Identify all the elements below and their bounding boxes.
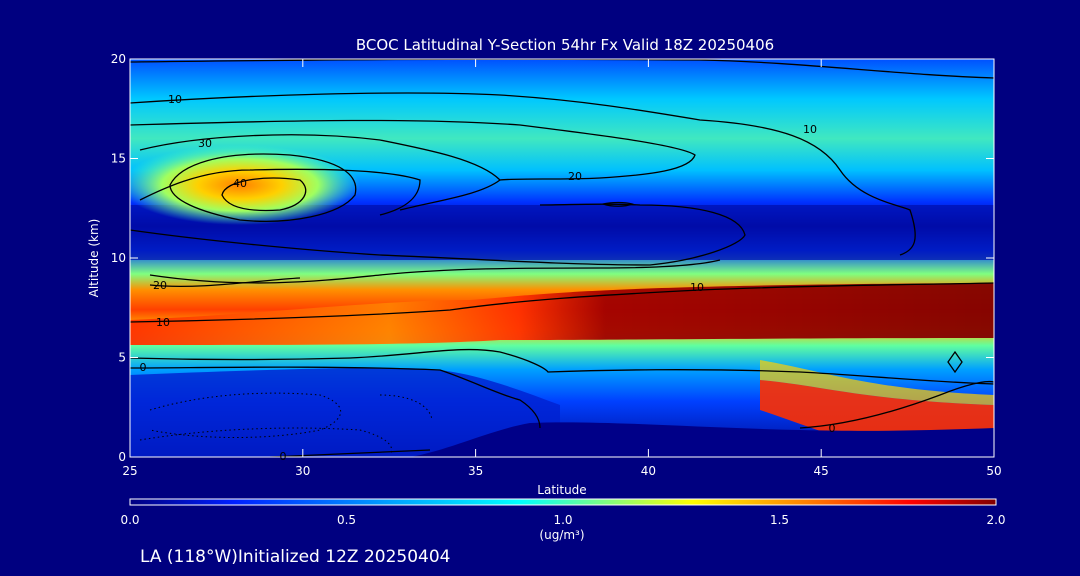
contour-label: 10 — [803, 123, 817, 136]
contour-line-small — [600, 201, 634, 207]
colorbar-units-label: (ug/m³) — [539, 528, 584, 542]
contour-label: 0 — [140, 361, 147, 374]
x-tick-label: 25 — [122, 464, 137, 478]
dotted-contour — [149, 392, 342, 438]
contour-line-10 — [130, 92, 916, 256]
contour-line-small — [947, 350, 963, 374]
contour-line-0 — [130, 366, 541, 429]
contour-label: 10 — [168, 93, 182, 106]
contour-label: 40 — [233, 177, 247, 190]
contour-line — [130, 59, 994, 79]
contour-line — [149, 259, 721, 284]
y-axis-label: Altitude (km) — [87, 219, 101, 298]
plot-area — [130, 59, 994, 457]
colorbar-tick-label: 1.5 — [770, 513, 789, 527]
dotted-contours — [139, 392, 433, 456]
terrain — [130, 422, 994, 457]
contour-label: 10 — [690, 281, 704, 294]
contour-line-30 — [139, 134, 501, 211]
upper-plume — [130, 145, 360, 225]
lower-clean-region — [130, 367, 560, 457]
x-tick-label: 40 — [641, 464, 656, 478]
contour-line-40 — [221, 177, 307, 212]
x-tick-label: 30 — [295, 464, 310, 478]
x-tick-label: 50 — [986, 464, 1001, 478]
colorbar-tick-label: 0.0 — [120, 513, 139, 527]
contour-label: 0 — [280, 450, 287, 463]
contour-line-20b — [149, 277, 301, 287]
y-tick-label: 0 — [118, 450, 126, 464]
contour-line — [130, 119, 696, 181]
footer-text: LA (118°W)Initialized 12Z 20250404 — [140, 547, 450, 567]
chart-title: BCOC Latitudinal Y-Section 54hr Fx Valid… — [356, 36, 774, 54]
y-tick-label: 20 — [111, 52, 126, 66]
x-tick-labels: 25 30 35 40 45 50 — [122, 464, 1001, 478]
y-tick-label: 15 — [111, 152, 126, 166]
dotted-contour — [139, 427, 393, 456]
x-tick-label: 45 — [814, 464, 829, 478]
x-tick-label: 35 — [468, 464, 483, 478]
colorbar-tick-label: 2.0 — [986, 513, 1005, 527]
contour-label: 10 — [156, 316, 170, 329]
dotted-contour — [379, 394, 433, 421]
contour-line — [799, 380, 994, 429]
contour-line — [130, 348, 994, 385]
contour-line-20 — [130, 203, 746, 266]
axis-ticks — [129, 58, 995, 458]
x-axis-label: Latitude — [537, 483, 586, 497]
colorbar-tick-label: 0.5 — [337, 513, 356, 527]
contour-line — [139, 168, 421, 216]
contour-line — [169, 153, 357, 222]
colorbar-ticks: 0.0 0.5 1.0 1.5 2.0 — [120, 513, 1005, 527]
contour-label: 20 — [568, 170, 582, 183]
contour-lines — [130, 59, 994, 457]
colorbar-tick-label: 1.0 — [553, 513, 572, 527]
colorbar — [129, 498, 997, 506]
contour-label: 30 — [198, 137, 212, 150]
y-tick-label: 10 — [111, 251, 126, 265]
contour-label: 0 — [829, 422, 836, 435]
y-tick-label: 5 — [118, 351, 126, 365]
contour-line-10b — [130, 282, 994, 323]
contour-label: 20 — [153, 279, 167, 292]
contour-labels: 10 30 40 10 20 20 10 10 0 0 0 — [140, 93, 836, 463]
boundary-layer-plume-edge — [760, 360, 994, 405]
y-tick-labels: 0 5 10 15 20 — [111, 52, 126, 464]
contour-line-0b — [269, 449, 431, 457]
mid-level-plume — [130, 283, 994, 345]
